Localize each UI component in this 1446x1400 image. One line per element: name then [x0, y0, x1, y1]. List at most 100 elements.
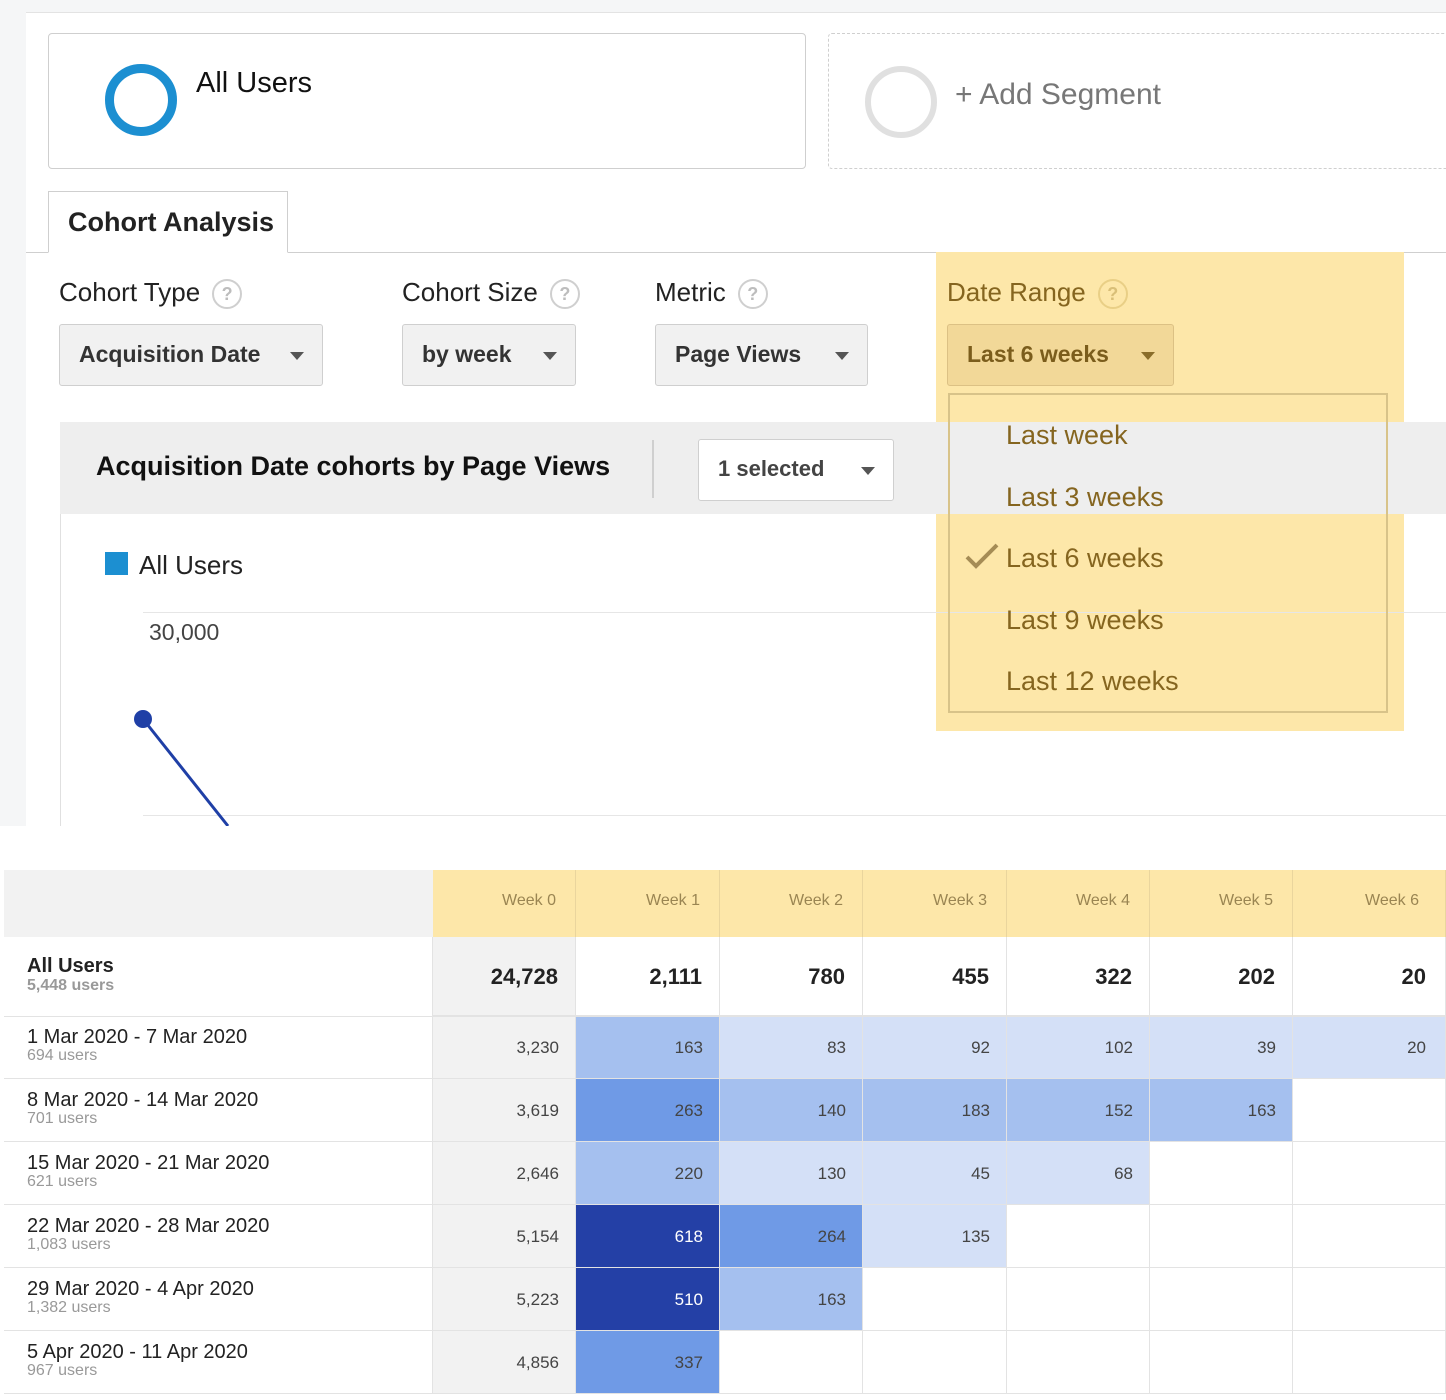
cohort-date-range: 5 Apr 2020 - 11 Apr 2020	[27, 1341, 248, 1363]
chart-frame-left	[60, 514, 61, 826]
week-header[interactable]: Week 4	[1007, 870, 1150, 937]
table-cell-empty	[1293, 1079, 1446, 1142]
checkmark-icon	[965, 543, 999, 569]
help-icon[interactable]: ?	[549, 279, 580, 310]
table-cell: 618	[576, 1205, 720, 1268]
help-icon[interactable]: ?	[737, 279, 768, 310]
table-cell-empty	[1150, 1142, 1293, 1205]
total-cell: 24,728	[433, 937, 576, 1016]
chevron-down-icon	[835, 352, 849, 360]
table-cell: 3,230	[433, 1016, 576, 1079]
date-range-dropdown[interactable]: Last 6 weeks	[947, 324, 1174, 386]
chevron-down-icon	[290, 352, 304, 360]
table-header-blank	[4, 870, 433, 937]
table-cell: 140	[720, 1079, 863, 1142]
table-cell: 2,646	[433, 1142, 576, 1205]
metric-dropdown[interactable]: Page Views	[655, 324, 868, 386]
table-cell: 102	[1007, 1016, 1150, 1079]
table-row-label: 15 Mar 2020 - 21 Mar 2020 621 users	[4, 1142, 433, 1205]
table-cell: 68	[1007, 1142, 1150, 1205]
help-icon[interactable]: ?	[1097, 279, 1128, 310]
table-cell: 163	[1150, 1079, 1293, 1142]
table-cell-empty	[1007, 1331, 1150, 1394]
add-segment-button[interactable]: + Add Segment	[828, 33, 1446, 169]
table-row-label: 8 Mar 2020 - 14 Mar 2020 701 users	[4, 1079, 433, 1142]
data-point	[134, 710, 152, 728]
table-row-label: All Users 5,448 users	[4, 937, 433, 1016]
menu-item-last-9-weeks[interactable]: Last 9 weeks	[1006, 605, 1164, 635]
week-header[interactable]: Week 0	[433, 870, 576, 937]
menu-item-last-week[interactable]: Last week	[1006, 420, 1128, 450]
series-selector-value: 1 selected	[718, 456, 825, 481]
week-header[interactable]: Week 6	[1293, 870, 1446, 937]
y-tick-label: 30,000	[149, 619, 220, 645]
table-cell-empty	[1150, 1205, 1293, 1268]
chart-title: Acquisition Date cohorts by Page Views	[96, 451, 611, 481]
table-cell-empty	[1293, 1268, 1446, 1331]
table-row-label: 22 Mar 2020 - 28 Mar 2020 1,083 users	[4, 1205, 433, 1268]
add-segment-label: + Add Segment	[955, 78, 1161, 111]
table-cell-empty	[1293, 1142, 1446, 1205]
cohort-size-label-text: Cohort Size	[402, 277, 538, 307]
table-cell: 130	[720, 1142, 863, 1205]
table-cell-empty	[863, 1268, 1007, 1331]
table-cell: 5,154	[433, 1205, 576, 1268]
cohort-date-range: 22 Mar 2020 - 28 Mar 2020	[27, 1215, 270, 1237]
cohort-size-label: Cohort Size?	[402, 277, 580, 310]
table-cell: 163	[720, 1268, 863, 1331]
series-selector-dropdown[interactable]: 1 selected	[698, 439, 894, 501]
help-icon[interactable]: ?	[212, 279, 243, 310]
table-cell-empty	[1293, 1331, 1446, 1394]
cohort-date-range: 15 Mar 2020 - 21 Mar 2020	[27, 1152, 270, 1174]
total-cell: 322	[1007, 937, 1150, 1016]
segment-all-users[interactable]: All Users	[48, 33, 806, 169]
cohort-analysis-panel: All Users + Add Segment Cohort Analysis …	[0, 0, 1446, 826]
total-cell: 780	[720, 937, 863, 1016]
week-header[interactable]: Week 3	[863, 870, 1007, 937]
chevron-down-icon	[1141, 352, 1155, 360]
table-cell-empty	[1007, 1205, 1150, 1268]
cohort-type-label: Cohort Type?	[59, 277, 243, 310]
metric-value: Page Views	[675, 341, 802, 367]
date-range-value: Last 6 weeks	[967, 341, 1109, 367]
cohort-size-dropdown[interactable]: by week	[402, 324, 576, 386]
chevron-down-icon	[861, 467, 875, 475]
cohort-type-dropdown[interactable]: Acquisition Date	[59, 324, 323, 386]
left-gutter	[0, 0, 26, 826]
total-cell: 202	[1150, 937, 1293, 1016]
menu-item-last-3-weeks[interactable]: Last 3 weeks	[1006, 482, 1164, 512]
table-header-weeks	[433, 870, 1446, 937]
date-range-menu: Last week Last 3 weeks Last 6 weeks Last…	[948, 393, 1388, 713]
cohort-size-value: by week	[422, 341, 512, 367]
segment-ring-icon	[105, 64, 177, 136]
table-cell-empty	[863, 1331, 1007, 1394]
cohort-user-count: 694 users	[27, 1047, 98, 1064]
menu-item-last-6-weeks[interactable]: Last 6 weeks	[1006, 543, 1164, 573]
week-header[interactable]: Week 2	[720, 870, 863, 937]
table-row-label: 5 Apr 2020 - 11 Apr 2020 967 users	[4, 1331, 433, 1394]
table-cell: 337	[576, 1331, 720, 1394]
table-cell: 263	[576, 1079, 720, 1142]
series-line-all-users	[141, 718, 230, 826]
top-strip	[26, 0, 1446, 13]
table-cell: 220	[576, 1142, 720, 1205]
metric-label: Metric?	[655, 277, 768, 310]
table-cell: 510	[576, 1268, 720, 1331]
week-header[interactable]: Week 5	[1150, 870, 1293, 937]
table-cell: 4,856	[433, 1331, 576, 1394]
table-cell: 45	[863, 1142, 1007, 1205]
table-cell-empty	[1150, 1331, 1293, 1394]
table-cell-empty	[720, 1331, 863, 1394]
table-row-label: 29 Mar 2020 - 4 Apr 2020 1,382 users	[4, 1268, 433, 1331]
cohort-user-count: 1,083 users	[27, 1236, 111, 1253]
total-cell: 2,111	[576, 937, 720, 1016]
week-header[interactable]: Week 1	[576, 870, 720, 937]
total-row-users: 5,448 users	[27, 977, 115, 994]
date-range-label-text: Date Range	[947, 277, 1086, 307]
date-range-label: Date Range?	[947, 277, 1128, 310]
table-cell-empty	[1150, 1268, 1293, 1331]
menu-item-last-12-weeks[interactable]: Last 12 weeks	[1006, 666, 1179, 696]
tab-cohort-analysis[interactable]: Cohort Analysis	[48, 191, 288, 253]
table-row-label: 1 Mar 2020 - 7 Mar 2020 694 users	[4, 1016, 433, 1079]
table-cell: 163	[576, 1016, 720, 1079]
